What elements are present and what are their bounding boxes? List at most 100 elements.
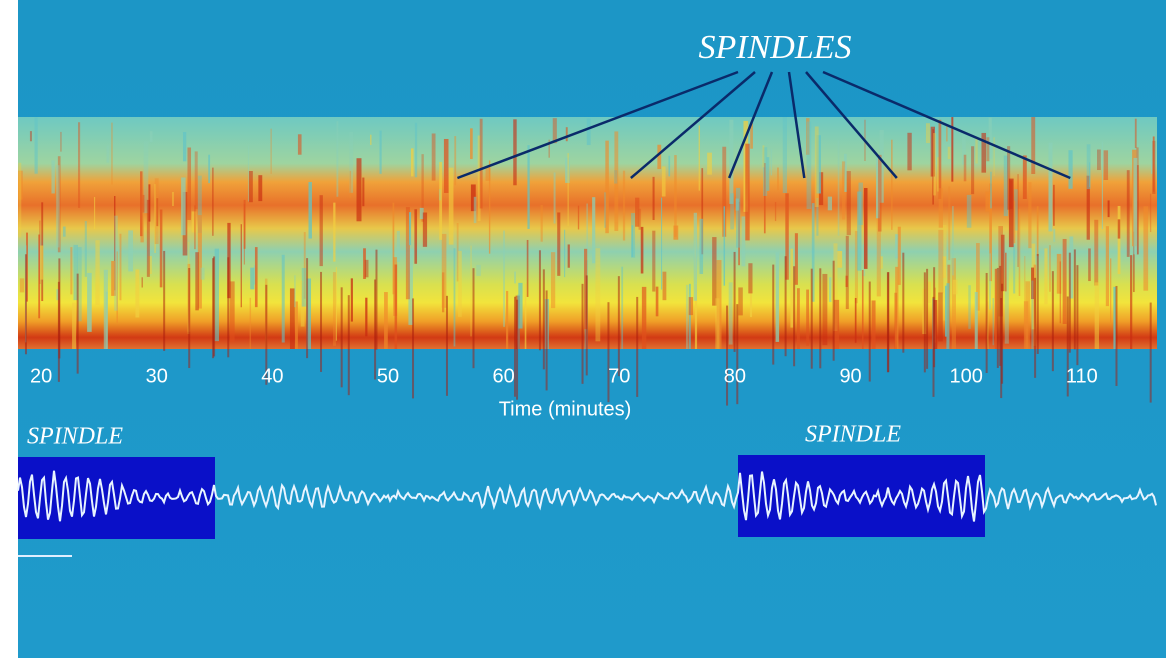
texture-stripe xyxy=(738,287,743,316)
texture-stripe xyxy=(1066,296,1069,397)
texture-stripe xyxy=(548,139,550,158)
texture-stripe xyxy=(585,275,588,376)
texture-stripe xyxy=(614,131,619,231)
texture-stripe xyxy=(595,248,601,342)
texture-stripe xyxy=(431,133,436,181)
texture-stripe xyxy=(243,199,246,249)
texture-stripe xyxy=(76,273,79,374)
texture-stripe xyxy=(1094,282,1100,349)
texture-stripe xyxy=(29,131,32,142)
texture-stripe xyxy=(214,248,219,342)
texture-stripe xyxy=(567,153,569,226)
texture-stripe xyxy=(349,131,354,193)
texture-stripe xyxy=(1053,228,1056,242)
texture-stripe xyxy=(854,230,858,304)
texture-stripe xyxy=(923,272,926,373)
texture-stripe xyxy=(62,226,66,237)
texture-stripe xyxy=(1101,141,1103,230)
texture-stripe xyxy=(716,260,722,349)
texture-stripe xyxy=(1149,193,1152,233)
texture-stripe xyxy=(794,233,798,285)
texture-stripe xyxy=(1007,146,1011,210)
texture-stripe xyxy=(405,207,410,300)
texture-stripe xyxy=(880,256,883,269)
texture-stripe xyxy=(766,157,770,191)
texture-stripe xyxy=(749,292,753,318)
texture-stripe xyxy=(673,225,679,240)
texture-stripe xyxy=(907,132,912,171)
texture-stripe xyxy=(1136,165,1139,255)
texture-stripe xyxy=(902,252,905,353)
texture-stripe xyxy=(1069,236,1074,299)
waveform-label: SPINDLE xyxy=(27,424,123,450)
texture-stripe xyxy=(638,208,642,230)
texture-stripe xyxy=(834,299,840,349)
texture-stripe xyxy=(990,171,992,209)
texture-stripe xyxy=(477,135,481,222)
texture-stripe xyxy=(796,288,800,349)
texture-stripe xyxy=(925,123,931,144)
texture-stripe xyxy=(513,119,517,186)
texture-stripe xyxy=(87,272,92,332)
texture-stripe xyxy=(114,196,116,291)
texture-stripe xyxy=(1126,170,1130,257)
texture-stripe xyxy=(297,134,302,155)
texture-stripe xyxy=(335,267,337,341)
texture-stripe xyxy=(607,302,610,403)
texture-stripe xyxy=(662,271,667,301)
texture-stripe xyxy=(782,117,788,193)
texture-stripe xyxy=(989,183,992,282)
texture-stripe xyxy=(784,256,787,357)
texture-stripe xyxy=(1151,136,1153,174)
texture-stripe xyxy=(846,171,851,236)
texture-stripe xyxy=(1073,249,1076,350)
texture-stripe xyxy=(1051,271,1054,372)
texture-stripe xyxy=(565,127,568,142)
texture-stripe xyxy=(1013,244,1016,294)
texture-stripe xyxy=(1110,258,1112,323)
texture-stripe xyxy=(72,302,76,349)
x-tick-label: 80 xyxy=(724,365,746,387)
texture-stripe xyxy=(154,184,157,253)
texture-stripe xyxy=(248,170,253,203)
texture-stripe xyxy=(988,117,992,159)
waveform-label: SPINDLE xyxy=(805,422,901,448)
texture-stripe xyxy=(254,247,258,308)
texture-stripe xyxy=(414,122,418,178)
texture-stripe xyxy=(989,253,991,310)
texture-stripe xyxy=(1034,277,1037,378)
texture-stripe xyxy=(993,137,995,177)
annotation-arrow xyxy=(787,71,806,179)
spindle-box xyxy=(18,457,215,539)
texture-stripe xyxy=(154,178,159,245)
texture-stripe xyxy=(641,286,647,349)
texture-stripe xyxy=(793,266,796,367)
texture-stripe xyxy=(994,268,997,349)
texture-stripe xyxy=(281,254,285,343)
texture-stripe xyxy=(772,264,775,365)
texture-stripe xyxy=(57,156,61,253)
texture-stripe xyxy=(148,184,151,222)
texture-stripe xyxy=(1107,200,1110,218)
texture-stripe xyxy=(763,147,768,196)
texture-stripe xyxy=(356,158,362,222)
texture-stripe xyxy=(735,198,739,211)
texture-stripe xyxy=(785,193,789,280)
texture-stripe xyxy=(942,224,947,321)
texture-stripe xyxy=(58,258,61,359)
texture-stripe xyxy=(1031,267,1035,300)
texture-stripe xyxy=(336,121,339,197)
texture-stripe xyxy=(698,125,701,191)
texture-stripe xyxy=(861,270,864,349)
annotation-arrow xyxy=(456,70,739,180)
texture-stripe xyxy=(506,290,509,349)
texture-stripe xyxy=(631,225,634,257)
texture-stripe xyxy=(806,121,812,209)
texture-stripe xyxy=(485,167,491,181)
texture-stripe xyxy=(396,230,400,262)
texture-stripe xyxy=(60,131,62,152)
texture-stripe xyxy=(927,281,931,304)
texture-stripe xyxy=(1036,206,1039,257)
texture-stripe xyxy=(240,224,242,308)
